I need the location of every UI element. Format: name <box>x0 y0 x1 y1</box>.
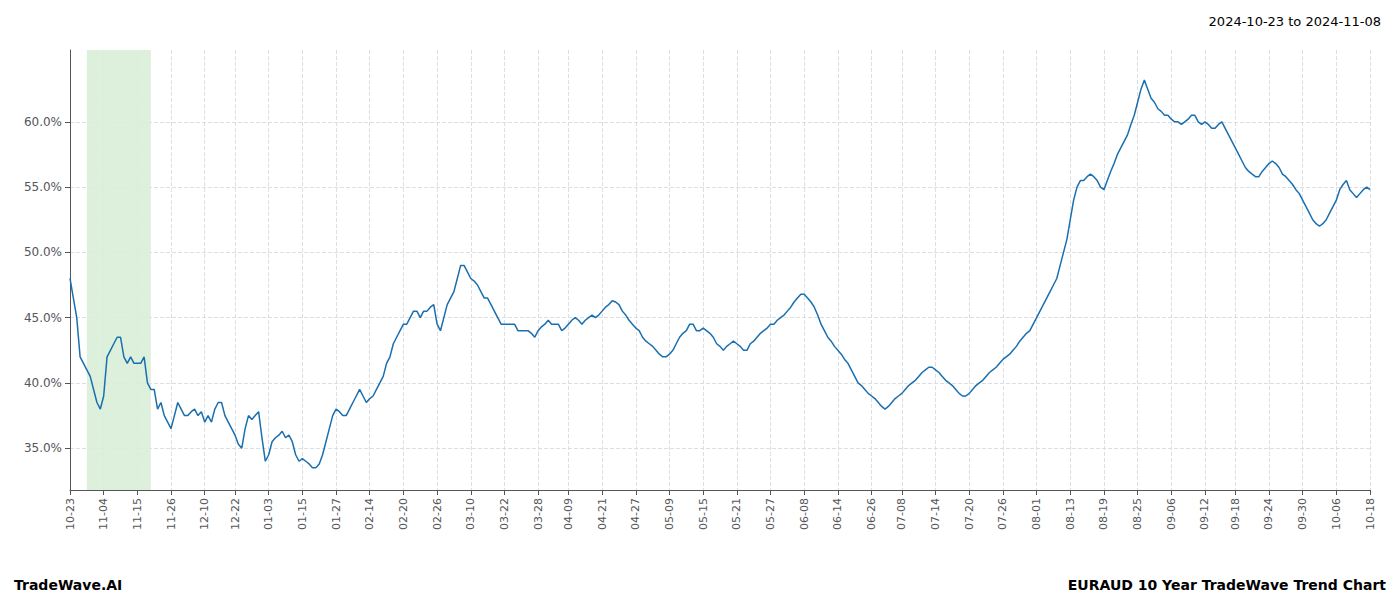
svg-text:08-19: 08-19 <box>1097 498 1110 530</box>
svg-text:09-12: 09-12 <box>1198 498 1211 530</box>
svg-text:04-21: 04-21 <box>596 498 609 530</box>
svg-text:02-14: 02-14 <box>363 498 376 530</box>
svg-text:02-20: 02-20 <box>397 498 410 530</box>
svg-text:11-15: 11-15 <box>131 498 144 530</box>
svg-text:01-27: 01-27 <box>330 498 343 530</box>
svg-text:05-09: 05-09 <box>663 498 676 530</box>
svg-text:12-22: 12-22 <box>229 498 242 530</box>
svg-text:45.0%: 45.0% <box>24 311 62 325</box>
svg-text:04-27: 04-27 <box>629 498 642 530</box>
svg-text:01-15: 01-15 <box>296 498 309 530</box>
svg-text:08-01: 08-01 <box>1030 498 1043 530</box>
svg-text:12-10: 12-10 <box>198 498 211 530</box>
svg-text:2024-10-23 to 2024-11-08: 2024-10-23 to 2024-11-08 <box>1209 14 1381 29</box>
svg-text:03-10: 03-10 <box>464 498 477 530</box>
svg-text:06-26: 06-26 <box>865 498 878 530</box>
svg-text:11-26: 11-26 <box>165 498 178 530</box>
svg-text:08-13: 08-13 <box>1064 498 1077 530</box>
svg-text:05-15: 05-15 <box>697 498 710 530</box>
svg-text:10-06: 10-06 <box>1330 498 1343 530</box>
svg-text:60.0%: 60.0% <box>24 115 62 129</box>
svg-text:04-09: 04-09 <box>562 498 575 530</box>
svg-text:11-04: 11-04 <box>97 498 110 530</box>
svg-text:09-30: 09-30 <box>1296 498 1309 530</box>
svg-text:06-14: 06-14 <box>831 498 844 530</box>
svg-text:55.0%: 55.0% <box>24 180 62 194</box>
svg-text:02-26: 02-26 <box>431 498 444 530</box>
svg-text:50.0%: 50.0% <box>24 245 62 259</box>
svg-text:05-27: 05-27 <box>764 498 777 530</box>
svg-text:09-24: 09-24 <box>1262 498 1275 530</box>
svg-text:10-18: 10-18 <box>1364 498 1377 530</box>
svg-text:08-25: 08-25 <box>1131 498 1144 530</box>
svg-text:09-06: 09-06 <box>1165 498 1178 530</box>
svg-text:05-21: 05-21 <box>730 498 743 530</box>
svg-text:06-08: 06-08 <box>798 498 811 530</box>
svg-text:01-03: 01-03 <box>262 498 275 530</box>
svg-text:10-23: 10-23 <box>64 498 77 530</box>
svg-text:07-08: 07-08 <box>895 498 908 530</box>
svg-text:35.0%: 35.0% <box>24 441 62 455</box>
svg-text:07-26: 07-26 <box>996 498 1009 530</box>
svg-text:03-28: 03-28 <box>532 498 545 530</box>
svg-text:EURAUD 10 Year TradeWave Trend: EURAUD 10 Year TradeWave Trend Chart <box>1068 577 1387 593</box>
svg-text:TradeWave.AI: TradeWave.AI <box>14 577 122 593</box>
svg-text:07-14: 07-14 <box>929 498 942 530</box>
svg-text:03-22: 03-22 <box>498 498 511 530</box>
svg-text:07-20: 07-20 <box>963 498 976 530</box>
svg-text:09-18: 09-18 <box>1229 498 1242 530</box>
svg-text:40.0%: 40.0% <box>24 376 62 390</box>
